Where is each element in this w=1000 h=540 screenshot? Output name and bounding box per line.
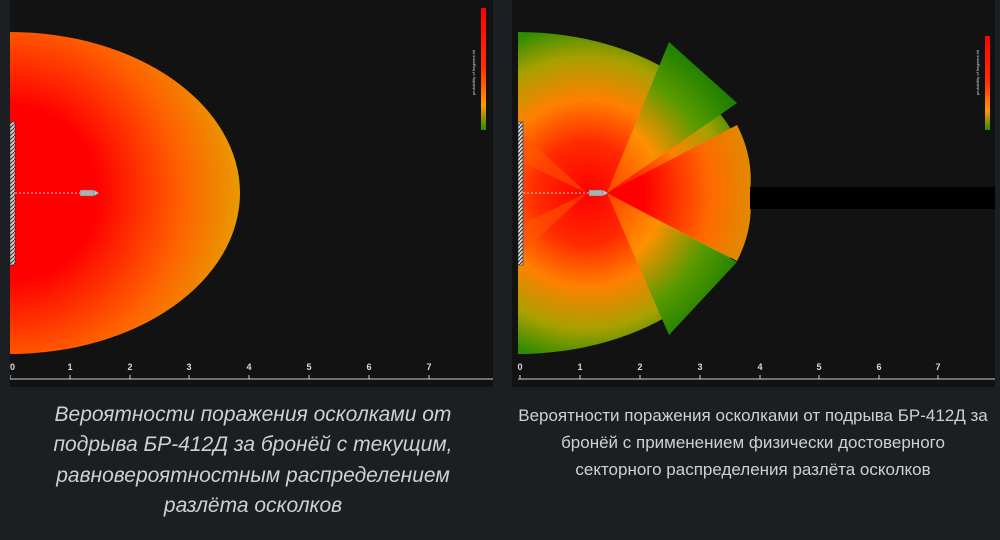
tick-label: 6	[876, 362, 881, 372]
tick-label: 6	[366, 362, 371, 372]
tick-label: 7	[426, 362, 431, 372]
tick-label: 1	[577, 362, 582, 372]
projectile-icon	[588, 189, 609, 197]
tick-label: 5	[306, 362, 311, 372]
x-axis: 0 1 2 3 4 5 6 7	[517, 362, 995, 380]
right-simulation-panel: probability of fragment hit 0 1 2 3 4 5 …	[512, 0, 995, 387]
left-caption: Вероятности поражения осколками от подры…	[53, 403, 453, 518]
right-caption: Вероятности поражения осколками от подры…	[518, 406, 988, 480]
tick-label: 3	[697, 362, 702, 372]
left-fragment-map: probability of fragment hit 0 1 2 3 4 5 …	[10, 8, 493, 380]
left-simulation-panel: probability of fragment hit 0 1 2 3 4 5 …	[10, 0, 493, 387]
tick-label: 0	[10, 362, 15, 372]
right-fragment-map: probability of fragment hit 0 1 2 3 4 5 …	[517, 32, 995, 380]
armor-plate-icon	[517, 121, 524, 266]
tick-label: 2	[127, 362, 132, 372]
tick-label: 1	[67, 362, 72, 372]
tick-label: 4	[757, 362, 762, 372]
tick-label: 5	[816, 362, 821, 372]
tick-label: 0	[517, 362, 522, 372]
fragment-probability-field	[10, 32, 240, 354]
legend-label: probability of fragment hit	[975, 49, 980, 95]
tick-label: 4	[246, 362, 251, 372]
legend-label: probability of fragment hit	[471, 49, 476, 95]
legend-color-bar	[481, 8, 486, 130]
tick-label: 7	[935, 362, 940, 372]
projectile-icon	[79, 189, 100, 197]
legend-color-bar	[985, 36, 990, 130]
x-axis: 0 1 2 3 4 5 6 7	[10, 362, 493, 380]
tick-label: 2	[637, 362, 642, 372]
shadow-band	[750, 187, 995, 209]
fragment-probability-field	[518, 32, 751, 354]
armor-plate-icon	[10, 121, 16, 266]
tick-label: 3	[186, 362, 191, 372]
